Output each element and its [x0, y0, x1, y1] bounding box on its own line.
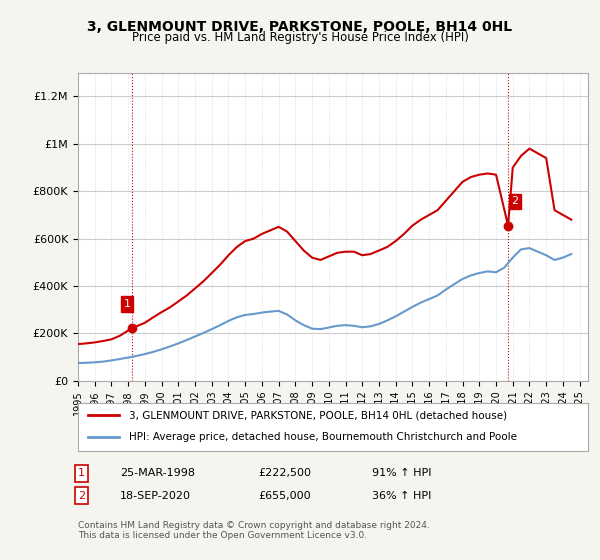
Text: Price paid vs. HM Land Registry's House Price Index (HPI): Price paid vs. HM Land Registry's House … — [131, 31, 469, 44]
Text: 91% ↑ HPI: 91% ↑ HPI — [372, 468, 431, 478]
Text: 1: 1 — [78, 468, 85, 478]
Text: 2: 2 — [78, 491, 85, 501]
Text: 3, GLENMOUNT DRIVE, PARKSTONE, POOLE, BH14 0HL: 3, GLENMOUNT DRIVE, PARKSTONE, POOLE, BH… — [88, 20, 512, 34]
Text: 36% ↑ HPI: 36% ↑ HPI — [372, 491, 431, 501]
Text: 3, GLENMOUNT DRIVE, PARKSTONE, POOLE, BH14 0HL (detached house): 3, GLENMOUNT DRIVE, PARKSTONE, POOLE, BH… — [129, 410, 507, 420]
Text: Contains HM Land Registry data © Crown copyright and database right 2024.
This d: Contains HM Land Registry data © Crown c… — [78, 521, 430, 540]
Text: 18-SEP-2020: 18-SEP-2020 — [120, 491, 191, 501]
Text: 2: 2 — [511, 197, 518, 206]
Text: 1: 1 — [124, 299, 131, 309]
Text: £655,000: £655,000 — [258, 491, 311, 501]
Text: £222,500: £222,500 — [258, 468, 311, 478]
Text: HPI: Average price, detached house, Bournemouth Christchurch and Poole: HPI: Average price, detached house, Bour… — [129, 432, 517, 442]
Text: 25-MAR-1998: 25-MAR-1998 — [120, 468, 195, 478]
